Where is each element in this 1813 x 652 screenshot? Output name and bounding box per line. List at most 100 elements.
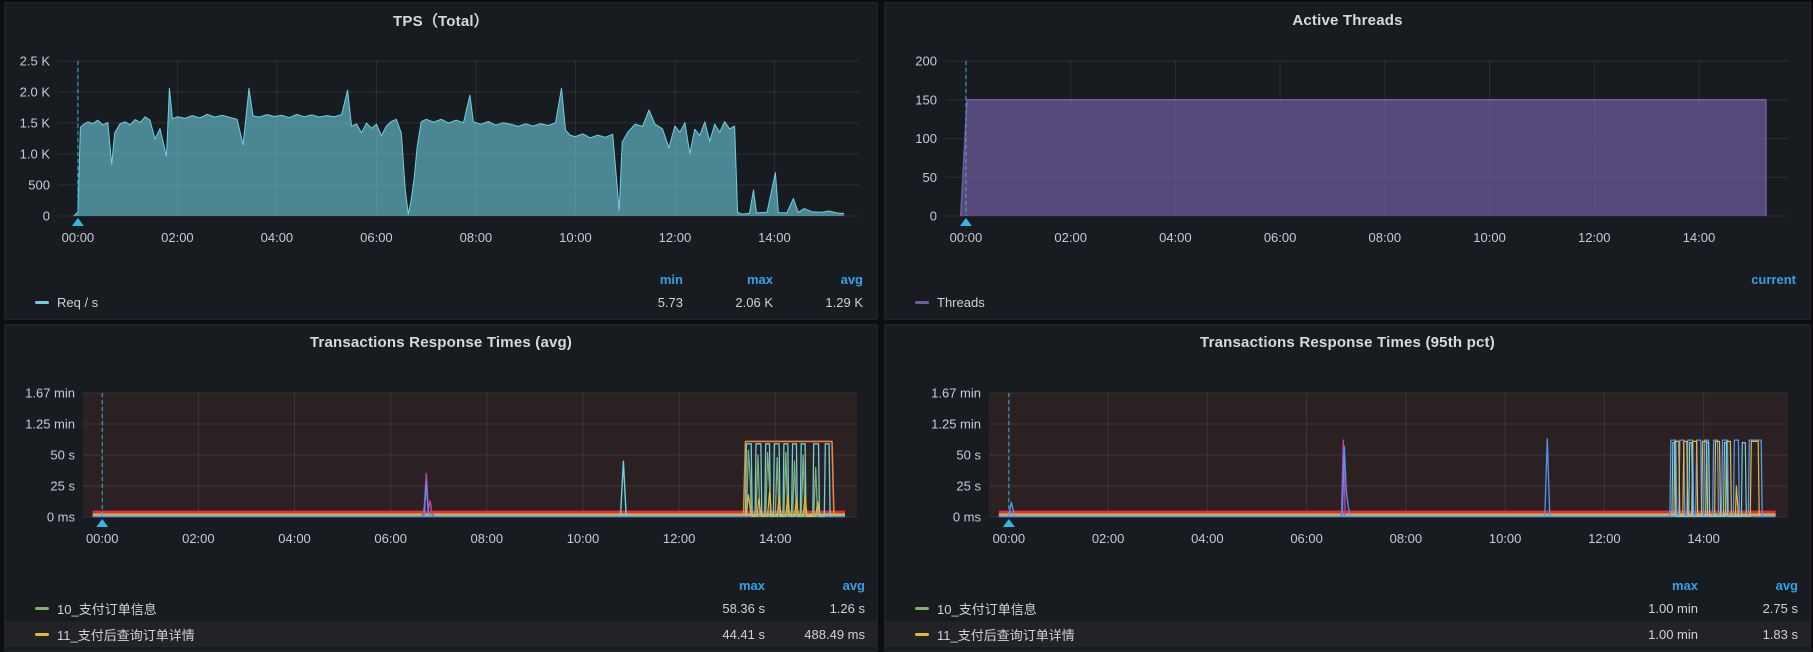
y-tick-label: 25 s [50,479,75,494]
y-tick-label: 2.0 K [20,85,51,100]
y-tick-label: 0 [43,209,50,224]
y-tick-label: 1.5 K [20,116,51,131]
x-tick-label: 06:00 [1290,531,1323,546]
legend-sort-header-min[interactable]: min [659,271,683,287]
panel-header[interactable]: Transactions Response Times (avg) [5,325,877,359]
panel-header[interactable]: Active Threads [885,3,1810,37]
legend-series[interactable]: 10_支付订单信息 [35,599,665,618]
legend-value-max: 58.36 s [722,600,765,616]
x-tick-label: 08:00 [1369,230,1402,245]
series-line-purple-spike [1340,439,1346,516]
panel-header[interactable]: Transactions Response Times (95th pct) [885,325,1810,359]
legend-series[interactable]: Threads [915,295,1706,310]
panel-response-times-95th: Transactions Response Times (95th pct) 0… [884,324,1811,652]
y-tick-label: 50 [923,170,937,185]
x-tick-label: 06:00 [360,230,393,245]
x-tick-label: 04:00 [278,531,311,546]
legend-series-label[interactable]: 11_支付后查询订单详情 [57,627,195,643]
y-tick-label: 1.67 min [931,386,981,401]
y-tick-label: 100 [915,131,937,146]
panel-title[interactable]: Transactions Response Times (95th pct) [1200,333,1495,351]
legend-value-max: 44.41 s [722,626,765,642]
y-tick-label: 0 ms [47,510,76,525]
legend-header-row: current [885,269,1810,289]
x-tick-label: 06:00 [374,531,407,546]
threads-legend: current Threads [885,269,1810,315]
legend-sort-header-max[interactable]: max [746,271,773,287]
legend-row[interactable]: Threads [885,289,1810,315]
x-tick-label: 04:00 [261,230,294,245]
x-tick-label: 00:00 [950,230,983,245]
legend-series-label[interactable]: 10_支付订单信息 [937,601,1037,617]
series-line-cyan-spike [619,460,627,517]
legend-series[interactable]: 10_支付订单信息 [915,599,1598,618]
legend-series-label[interactable]: Threads [937,294,985,310]
legend-header-row: min max avg [5,269,877,289]
panel-title[interactable]: TPS（Total） [393,12,489,30]
series-color-swatch-icon [915,606,929,610]
legend-series[interactable]: Req / s [35,295,593,310]
tps-plot-area[interactable]: 0 500 1.0 K 1.5 K 2.0 K 2.5 K 00:00 02:00 04:00 0… [5,41,877,250]
y-tick-label: 500 [28,178,50,193]
y-tick-label: 50 s [956,448,981,463]
legend-row[interactable]: 10_支付订单信息 58.36 s 1.26 s [5,595,877,621]
series-line-cyan-squares [1671,442,1747,517]
legend-series-label[interactable]: Req / s [57,294,99,310]
legend-sort-header-avg[interactable]: avg [840,271,863,287]
x-tick-label: 00:00 [86,531,119,546]
panel-active-threads: Active Threads 0 50 100 150 200 00:00 02:00 04:… [884,2,1811,320]
response-95th-plot-area[interactable]: 0 ms 25 s 50 s 1.25 min 1.67 min 00:00 02:00 04… [885,369,1810,551]
chart-svg: 0 ms 25 s 50 s 1.25 min 1.67 min 00:00 02:00 04… [25,386,857,546]
y-tick-label: 0 ms [953,510,982,525]
x-tick-label: 02:00 [161,230,194,245]
x-tick-label: 12:00 [659,230,692,245]
series-color-swatch-icon [35,300,49,304]
legend-row[interactable]: 11_支付后查询订单详情 44.41 s 488.49 ms [5,621,877,647]
series-line-yellow-squares [745,491,821,517]
legend-series-label[interactable]: 10_支付订单信息 [57,601,157,617]
x-tick-label: 12:00 [663,531,696,546]
x-tick-label: 02:00 [1092,531,1125,546]
chart-svg: 0 ms 25 s 50 s 1.25 min 1.67 min 00:00 02:00 04… [931,386,1788,546]
panel-title[interactable]: Active Threads [1292,11,1403,29]
x-tick-label: 04:00 [1159,230,1192,245]
legend-value-avg: 2.75 s [1762,600,1798,616]
x-tick-label: 14:00 [759,531,792,546]
legend-sort-header-max[interactable]: max [738,577,765,593]
legend-series[interactable]: 11_支付后查询订单详情 [35,625,665,644]
plot-background [83,393,857,517]
legend-sort-header-avg[interactable]: avg [842,577,865,593]
legend-sort-header-max[interactable]: max [1671,577,1698,593]
chart-svg: 0 500 1.0 K 1.5 K 2.0 K 2.5 K 00:00 02:00 04:00 0… [20,54,859,245]
series-color-swatch-icon [915,632,929,636]
legend-sort-header-current[interactable]: current [1751,271,1796,287]
legend-series-label[interactable]: 11_支付后查询订单详情 [937,627,1075,643]
x-tick-label: 12:00 [1578,230,1611,245]
legend-series[interactable]: 11_支付后查询订单详情 [915,625,1598,644]
annotation-marker-icon[interactable] [959,218,972,226]
legend-sort-header-avg[interactable]: avg [1775,577,1798,593]
annotation-marker-icon[interactable] [96,519,109,527]
legend-row[interactable]: Req / s 5.73 2.06 K 1.29 K [5,289,877,315]
x-tick-label: 08:00 [1390,531,1423,546]
response-avg-plot-area[interactable]: 0 ms 25 s 50 s 1.25 min 1.67 min 00:00 02:00 04… [5,369,877,551]
y-tick-label: 1.25 min [931,417,981,432]
annotation-marker-icon[interactable] [1002,519,1015,527]
panel-response-times-avg: Transactions Response Times (avg) 0 ms 25… [4,324,878,652]
tps-legend: min max avg Req / s 5.73 2.06 K 1.29 K [5,269,877,315]
panel-title[interactable]: Transactions Response Times (avg) [309,333,573,351]
x-tick-label: 14:00 [1683,230,1716,245]
series-line-orange-envelope [742,440,835,514]
panel-header[interactable]: TPS（Total） [5,3,877,37]
series-color-swatch-icon [35,632,49,636]
legend-value-avg: 1.26 s [829,600,865,616]
legend-row[interactable]: 10_支付订单信息 1.00 min 2.75 s [885,595,1810,621]
legend-row[interactable]: 11_支付后查询订单详情 1.00 min 1.83 s [885,621,1810,647]
y-tick-label: 25 s [956,479,981,494]
plot-background [989,393,1788,517]
annotation-marker-icon[interactable] [71,218,84,226]
legend-value-avg: 1.29 K [825,294,863,310]
y-tick-label: 200 [915,54,937,69]
x-tick-label: 08:00 [471,531,504,546]
threads-plot-area[interactable]: 0 50 100 150 200 00:00 02:00 04:00 06:00 08:00 10:… [885,41,1810,250]
